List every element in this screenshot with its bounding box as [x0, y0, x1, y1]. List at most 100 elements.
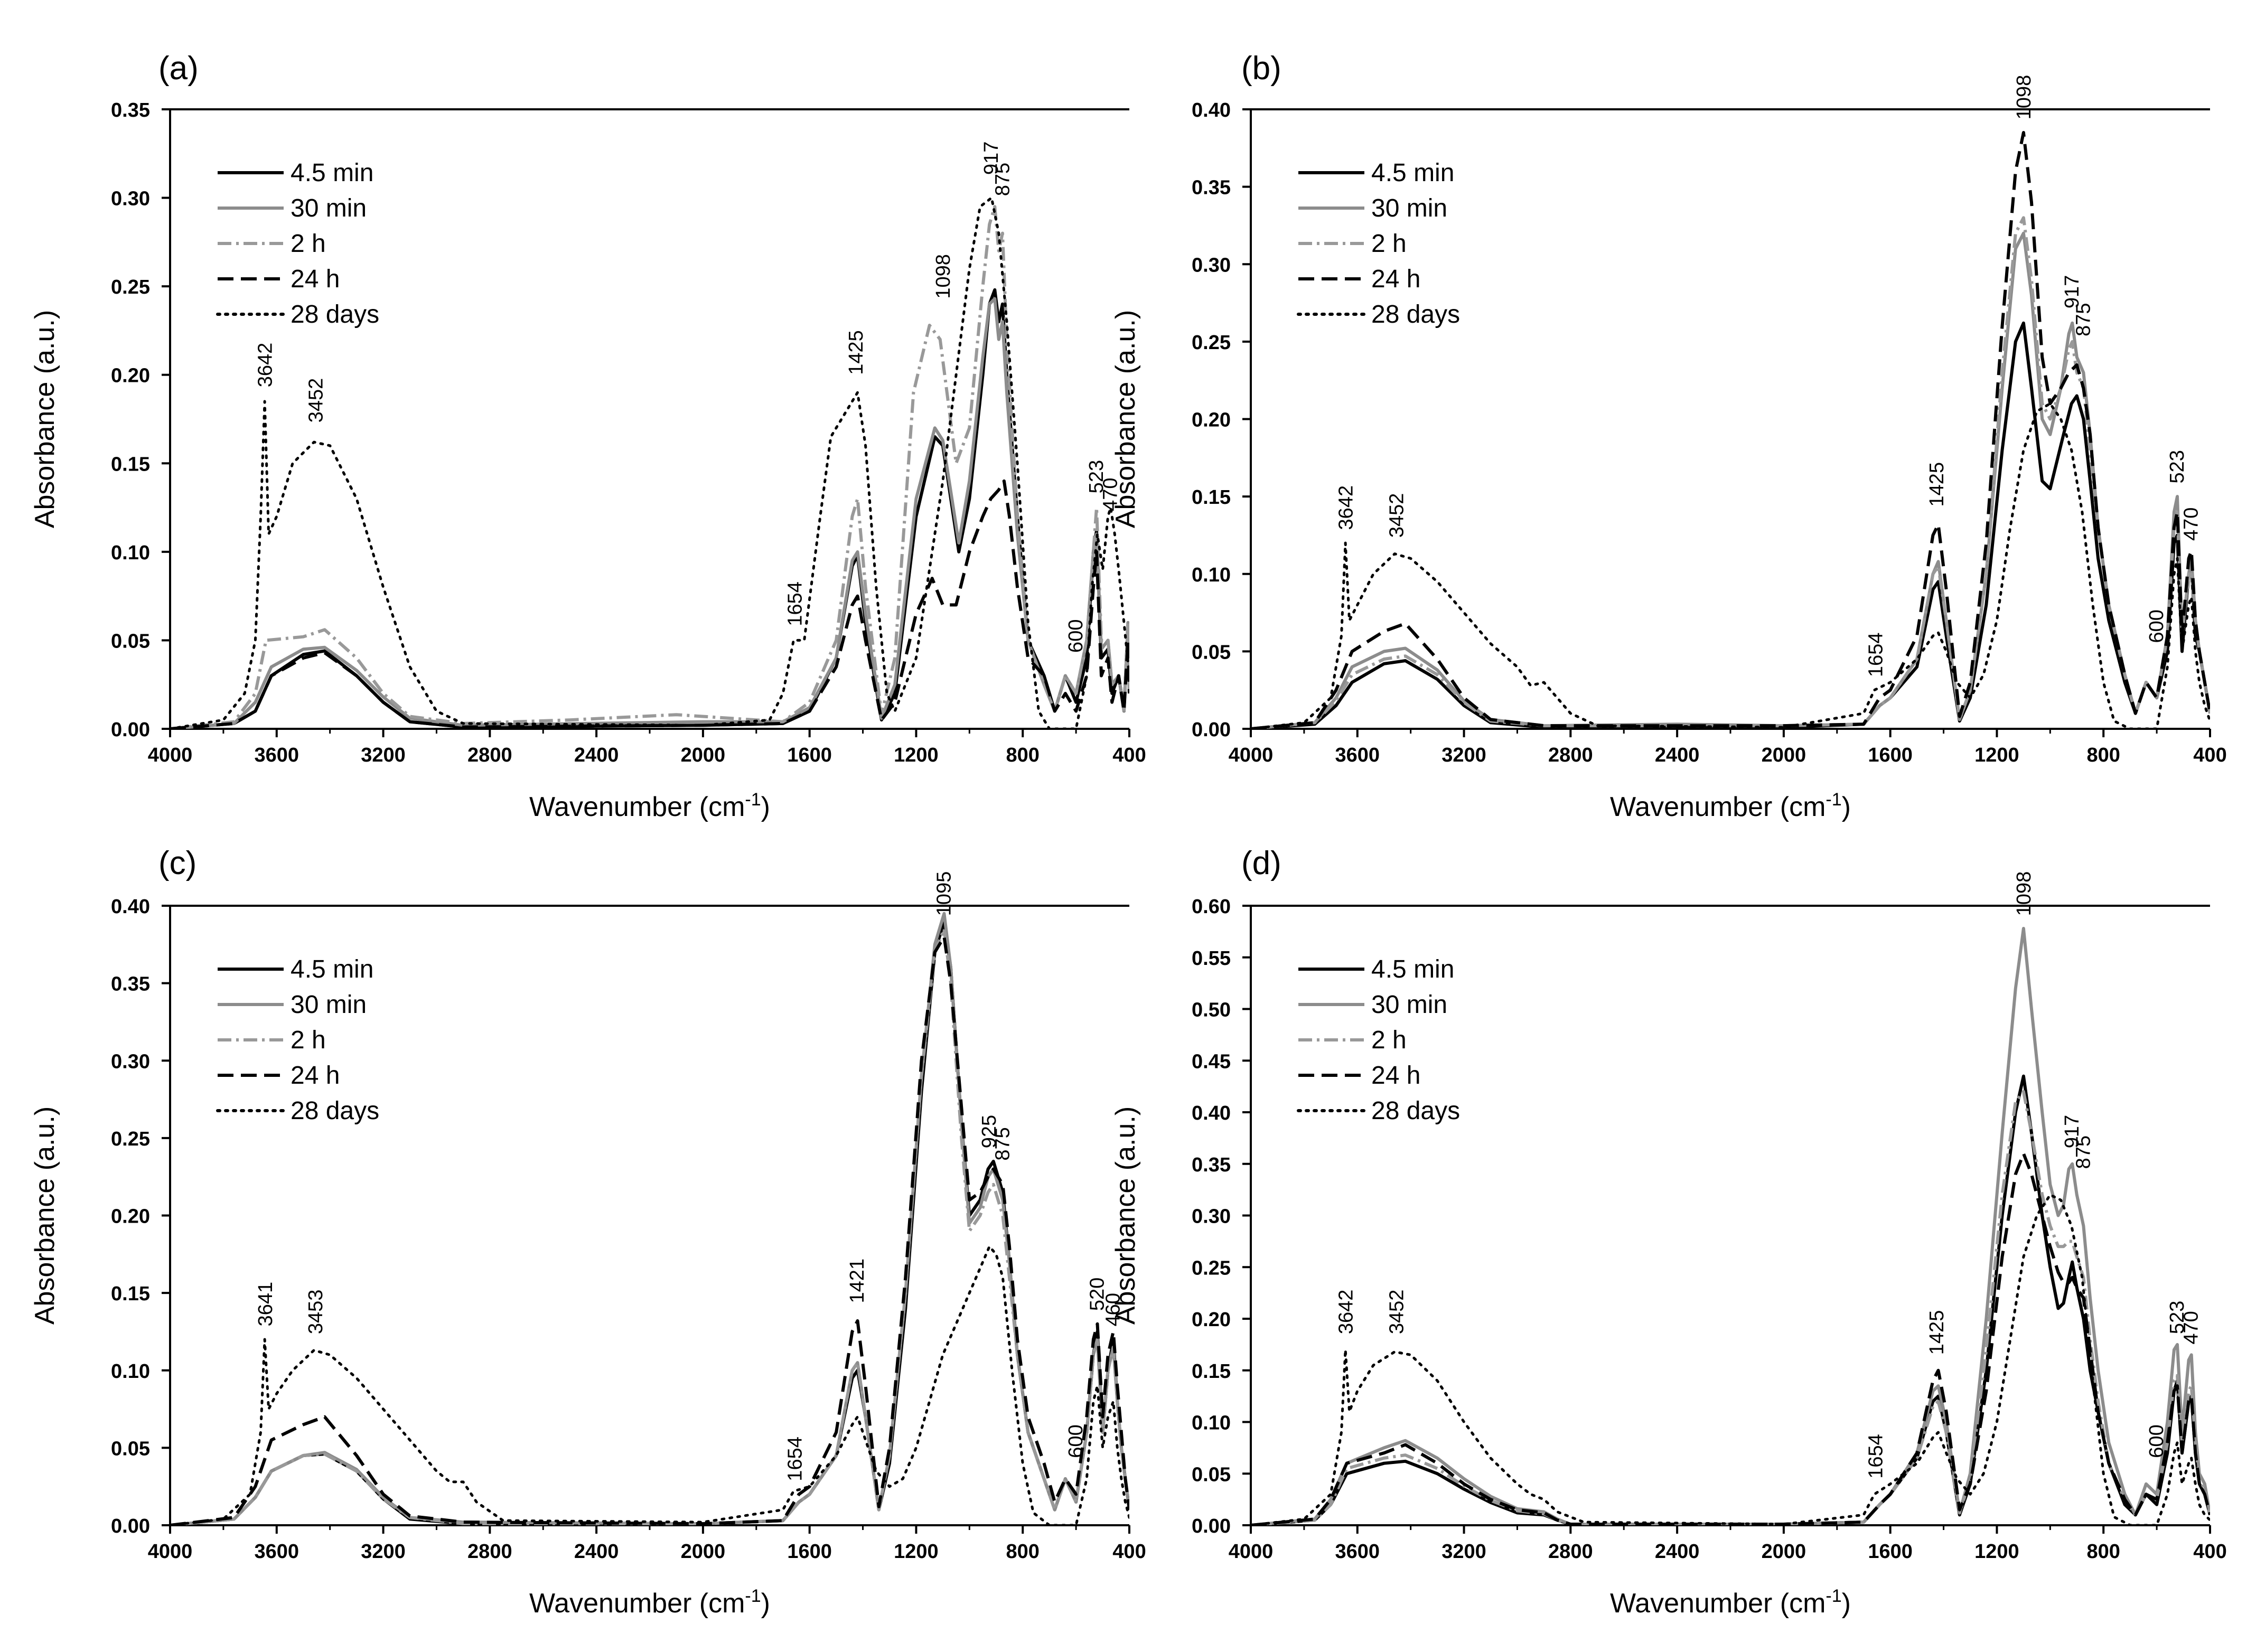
peak-annotation: 3452: [305, 378, 327, 423]
x-axis-title: Wavenumber (cm-1): [529, 790, 770, 822]
peak-annotation: 1098: [932, 254, 954, 299]
peak-annotation: 3641: [255, 1282, 277, 1327]
x-tick-label: 3200: [361, 1541, 406, 1563]
y-tick-label: 0.05: [111, 630, 150, 652]
y-tick-label: 0.15: [1192, 486, 1231, 509]
peak-annotation: 600: [2146, 609, 2168, 643]
series-line-30-min: [1251, 927, 2210, 1525]
y-tick-label: 0.35: [1192, 1154, 1231, 1176]
x-tick-label: 1200: [1974, 744, 2019, 766]
y-tick-label: 0.15: [1192, 1360, 1231, 1383]
x-tick-label: 4000: [148, 744, 193, 766]
peak-annotation: 470: [1100, 477, 1122, 511]
x-tick-label: 2800: [1548, 1541, 1593, 1563]
series-line-24-h: [170, 935, 1129, 1525]
x-tick-label: 2400: [1655, 744, 1700, 766]
y-tick-label: 0.35: [111, 973, 150, 996]
legend: 4.5 min 30 min 2 h 24 h 28 days: [1297, 159, 1460, 328]
x-tick-label: 2000: [681, 744, 726, 766]
legend-label: 4.5 min: [1371, 159, 1454, 187]
y-tick-label: 0.45: [1192, 1050, 1231, 1073]
x-tick-label: 400: [1112, 744, 1146, 766]
x-tick-label: 1600: [787, 744, 832, 766]
x-tick-label: 1200: [894, 744, 939, 766]
series-line-28-days: [170, 196, 1129, 729]
legend-label: 4.5 min: [291, 955, 373, 983]
legend-label: 2 h: [291, 1026, 326, 1054]
series-line-24-h: [1251, 131, 2210, 729]
peak-annotation: 1425: [1926, 462, 1948, 507]
peak-annotation: 1425: [1926, 1310, 1948, 1355]
y-tick-label: 0.50: [1192, 999, 1231, 1021]
x-tick-label: 1200: [1974, 1541, 2019, 1563]
legend-label: 24 h: [1371, 1062, 1420, 1090]
legend-label: 4.5 min: [1371, 955, 1454, 983]
legend-label: 24 h: [291, 265, 340, 293]
peak-annotation: 470: [2180, 1311, 2203, 1344]
legend-label: 30 min: [1371, 991, 1447, 1019]
legend-label: 2 h: [1371, 1026, 1407, 1054]
x-axis-title: Wavenumber (cm-1): [529, 1586, 770, 1619]
x-tick-label: 3600: [255, 744, 299, 766]
y-tick-label: 0.15: [111, 453, 150, 475]
y-tick-label: 0.55: [1192, 947, 1231, 970]
x-axis-title: Wavenumber (cm-1): [1610, 790, 1851, 822]
legend-label: 28 days: [1371, 301, 1460, 328]
x-tick-label: 800: [2087, 1541, 2120, 1563]
x-tick-label: 1200: [894, 1541, 939, 1563]
y-tick-label: 0.30: [111, 188, 150, 210]
y-tick-label: 0.05: [1192, 641, 1231, 663]
legend-label: 24 h: [291, 1062, 340, 1090]
x-tick-label: 3200: [1441, 744, 1486, 766]
series-line-28-days: [1251, 1193, 2210, 1525]
peak-annotation: 3453: [305, 1290, 327, 1335]
peak-annotation: 3642: [255, 343, 277, 388]
series-group: [1251, 927, 2210, 1525]
x-tick-label: 4000: [1229, 1541, 1274, 1563]
y-axis-title: Absorbance (a.u.): [1110, 1106, 1141, 1325]
x-tick-label: 3200: [1441, 1541, 1486, 1563]
panel-label: (a): [158, 50, 199, 87]
series-line-24-h: [1251, 1152, 2210, 1525]
legend: 4.5 min 30 min 2 h 24 h 28 days: [216, 159, 379, 328]
y-tick-label: 0.40: [1192, 99, 1231, 121]
y-tick-label: 0.25: [111, 1128, 150, 1150]
x-tick-label: 1600: [1868, 744, 1913, 766]
peak-annotation: 875: [991, 1127, 1014, 1160]
y-tick-label: 0.05: [111, 1438, 150, 1460]
peak-annotation: 600: [2146, 1424, 2168, 1458]
x-tick-label: 2800: [467, 744, 512, 766]
x-tick-label: 1600: [787, 1541, 832, 1563]
x-tick-label: 400: [2193, 1541, 2226, 1563]
peak-annotation: 1425: [845, 330, 867, 375]
legend-label: 28 days: [291, 1097, 379, 1125]
series-group: [170, 196, 1129, 729]
x-tick-label: 400: [1112, 1541, 1146, 1563]
peak-annotation: 3642: [1335, 485, 1358, 530]
y-tick-label: 0.00: [1192, 1515, 1231, 1537]
series-line-28-days: [1251, 402, 2210, 729]
y-tick-label: 0.10: [111, 1360, 150, 1383]
y-tick-label: 0.10: [1192, 1412, 1231, 1434]
x-tick-label: 800: [2087, 744, 2120, 766]
legend: 4.5 min 30 min 2 h 24 h 28 days: [1297, 955, 1460, 1125]
y-tick-label: 0.20: [111, 365, 150, 387]
x-tick-label: 3200: [361, 744, 406, 766]
legend-label: 30 min: [1371, 194, 1447, 222]
peak-annotation: 470: [2180, 508, 2203, 541]
peak-annotation: 875: [2072, 303, 2094, 336]
x-tick-label: 800: [1006, 1541, 1040, 1563]
peak-annotation: 1095: [933, 871, 955, 916]
peak-annotation: 523: [1085, 460, 1108, 493]
x-tick-label: 2400: [1655, 1541, 1700, 1563]
x-tick-label: 4000: [148, 1541, 193, 1563]
y-axis-title: Absorbance (a.u.): [1110, 310, 1141, 528]
peak-annotation: 520: [1086, 1278, 1108, 1311]
x-tick-label: 3600: [1335, 744, 1380, 766]
panel-a: (a) 4000 3600 3200 2800 2400 2000 1600 1200 800 40…: [30, 50, 1146, 822]
y-tick-label: 0.35: [111, 99, 150, 121]
peak-annotation: 1098: [2013, 871, 2035, 916]
y-axis-title: Absorbance (a.u.): [30, 1106, 60, 1325]
legend-label: 28 days: [1371, 1097, 1460, 1125]
